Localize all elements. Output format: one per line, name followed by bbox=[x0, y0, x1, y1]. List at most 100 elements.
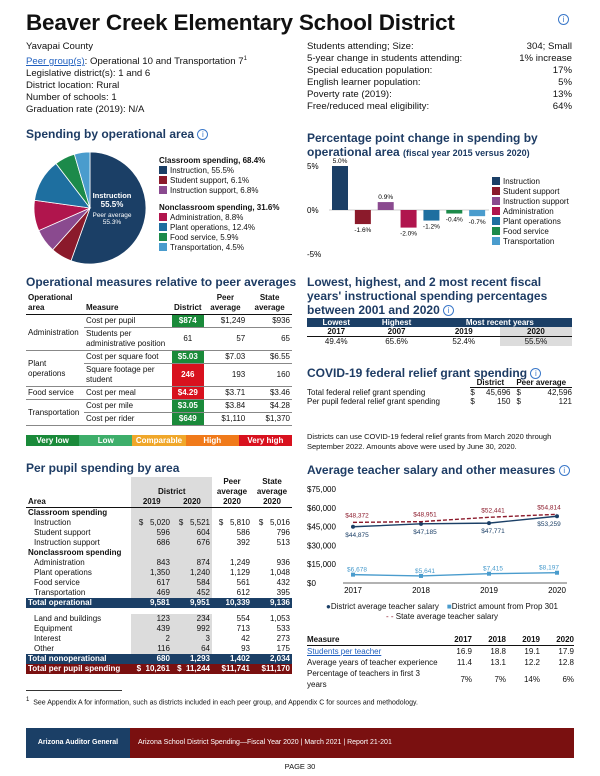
stat-value: 64% bbox=[552, 101, 572, 112]
column-header: Lowest bbox=[307, 318, 366, 327]
state-cell: $6.55 bbox=[247, 350, 292, 364]
peer-group-link[interactable]: Peer group(s) bbox=[26, 56, 85, 68]
bar-value-label: -2.0% bbox=[400, 231, 417, 238]
table-row: Plant operations 1,350 1,240 1,129 1,048 bbox=[26, 568, 292, 578]
bar-instruction-support bbox=[377, 202, 394, 210]
state-cell: $4.28 bbox=[247, 399, 292, 413]
table-row: Students per administrative position 61 57… bbox=[26, 327, 292, 351]
legend-item: ■District amount from Prop 301 bbox=[447, 602, 558, 611]
per-pupil-table: District Peer average State average Area 201… bbox=[26, 477, 292, 674]
table-header-row: District Peer average State average bbox=[26, 477, 292, 497]
value-cell: $ 11,244 bbox=[171, 664, 212, 674]
table-row: Instruction $ 5,020 $ 5,521 $ 5,810 $ 5,016 bbox=[26, 518, 292, 528]
column-header: District bbox=[131, 477, 212, 497]
peer-cell: $3.84 bbox=[203, 399, 248, 413]
legend-item: Plant operations, 12.4% bbox=[159, 223, 299, 233]
table-row: Land and buildings 123 234 554 1,053 bbox=[26, 614, 292, 624]
peer-cell: 57 bbox=[203, 327, 248, 351]
peer-group-value: : Operational 10 and Transportation 7 bbox=[84, 56, 244, 68]
district-value: 45,696 bbox=[486, 388, 511, 397]
area-label: Total operational bbox=[26, 598, 132, 608]
pp-change-title: Percentage point change in spending by o… bbox=[307, 131, 538, 159]
column-header: Area bbox=[26, 497, 132, 508]
value-cell: $ 5,521 bbox=[171, 518, 212, 528]
bar-value-label: -1.2% bbox=[423, 224, 440, 231]
info-icon[interactable]: i bbox=[443, 305, 455, 317]
legend-swatch bbox=[492, 227, 500, 235]
year-cell: 2019 bbox=[427, 327, 500, 337]
area-label: Plant operations bbox=[34, 568, 92, 577]
district-value: 150 bbox=[497, 397, 511, 406]
legend-item: Instruction, 55.5% bbox=[159, 166, 299, 176]
value-cell: 392 bbox=[236, 538, 250, 547]
legend-row: - - State average teacher salary bbox=[307, 612, 577, 622]
column-header: 2020 bbox=[540, 634, 574, 646]
column-header: 2020 bbox=[212, 497, 252, 508]
y-tick-label: $75,000 bbox=[307, 485, 336, 494]
pp-change-bar-chart: 5% 0% -5% 5.0% -1.6% 0.9% -2.0% -1.2% -0.4% -0.7% bbox=[307, 158, 489, 259]
table-header-row: Operational area Measure District Peer aver… bbox=[26, 292, 292, 315]
value-cell: $11,170 bbox=[252, 664, 292, 674]
area-label: Student support bbox=[34, 528, 91, 537]
value-cell: 175 bbox=[276, 644, 290, 653]
area-label: Land and buildings bbox=[34, 614, 102, 623]
value-cell: 10,339 bbox=[212, 598, 252, 608]
value-cell: 796 bbox=[276, 528, 290, 537]
value-cell: 65.6% bbox=[385, 337, 408, 346]
value-cell: 1,249 bbox=[229, 558, 250, 567]
column-header: 2019 bbox=[131, 497, 172, 508]
data-point bbox=[419, 521, 423, 526]
bar-value-label: -0.4% bbox=[446, 217, 463, 224]
y-tick-label: $15,000 bbox=[307, 560, 336, 569]
teacher-title: Average teacher salary and other measure… bbox=[307, 463, 570, 477]
students-per-teacher-link[interactable]: Students per teacher bbox=[307, 647, 382, 656]
legend-swatch bbox=[159, 166, 167, 174]
value-cell: 42 bbox=[241, 634, 250, 643]
stat-label: Free/reduced meal eligibility: bbox=[307, 101, 430, 112]
column-header: Peer average bbox=[216, 477, 248, 496]
pie-center-label: Instruction 55.5% Peer average 55.3% bbox=[88, 191, 136, 226]
info-icon[interactable]: i bbox=[558, 14, 569, 25]
stat-label: Students attending; Size: bbox=[307, 41, 414, 52]
value-cell: 612 bbox=[236, 588, 250, 597]
legend-swatch bbox=[492, 177, 500, 185]
value-cell: 513 bbox=[276, 538, 290, 547]
stat-value: 304; Small bbox=[526, 41, 572, 52]
area-label: Equipment bbox=[34, 624, 73, 633]
area-label: Other bbox=[34, 644, 55, 653]
table-row: Total nonoperational 680 1,293 1,402 2,034 bbox=[26, 654, 292, 664]
table-row: Equipment 439 992 713 533 bbox=[26, 624, 292, 634]
table-row: Nonclassroom spending bbox=[26, 548, 292, 558]
table-row: Total operational 9,581 9,951 10,339 9,136 bbox=[26, 598, 292, 608]
row-label: Per pupil federal relief grant spending bbox=[307, 397, 440, 406]
footer-report: Arizona School District Spending—Fiscal … bbox=[138, 739, 392, 746]
pie-peer-value: 55.3% bbox=[102, 219, 122, 226]
teacher-legend: ●District average teacher salary ■Distric… bbox=[307, 602, 577, 622]
legend-swatch bbox=[492, 187, 500, 195]
data-label: $47,185 bbox=[413, 529, 437, 536]
data-label: $48,951 bbox=[413, 512, 437, 519]
covid-note: Districts can use COVID-19 federal relie… bbox=[307, 432, 552, 451]
scale-swatch: Very high bbox=[238, 435, 293, 446]
value-cell: 11.4 bbox=[457, 658, 472, 667]
table-row: Per pupil federal relief grant spending $… bbox=[307, 397, 572, 406]
legend-swatch: - - bbox=[385, 612, 396, 621]
legend-label: Food service, 5.9% bbox=[170, 233, 239, 242]
value-cell: 992 bbox=[171, 624, 212, 634]
footnote-ref: 1 bbox=[243, 56, 247, 62]
value-cell: 874 bbox=[171, 558, 212, 568]
nonclassroom-heading: Nonclassroom spending, 31.6% bbox=[159, 203, 280, 212]
legend-label: Instruction support, 6.8% bbox=[170, 186, 259, 195]
column-header: Peer average bbox=[510, 378, 572, 388]
value-cell: 52.4% bbox=[452, 337, 476, 346]
info-icon[interactable]: i bbox=[197, 129, 209, 141]
data-point bbox=[419, 573, 423, 578]
state-cell: $1,370 bbox=[247, 412, 292, 426]
value-cell: $ 5,810 bbox=[218, 518, 250, 527]
legend-item: Administration bbox=[492, 207, 569, 217]
value-cell: 9,581 bbox=[131, 598, 172, 608]
year-cell: 2017 bbox=[307, 327, 366, 337]
info-icon[interactable]: i bbox=[558, 465, 570, 477]
pp-change-legend: Instruction Student support Instruction su… bbox=[492, 177, 569, 247]
table-header-row: Lowest Highest Most recent years bbox=[307, 318, 572, 327]
